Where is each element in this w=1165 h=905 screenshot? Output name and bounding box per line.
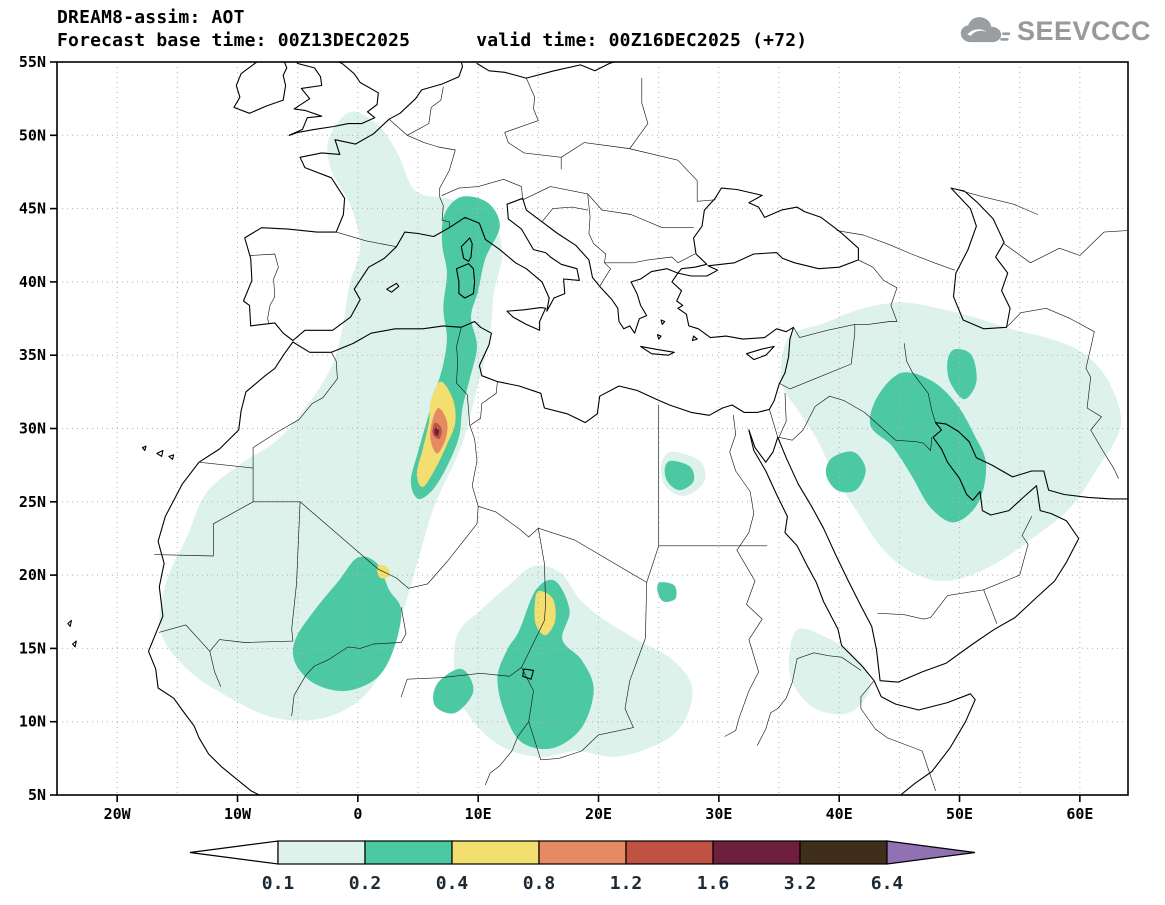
y-tick-label: 45N bbox=[19, 200, 46, 218]
colorbar-level-label: 0.8 bbox=[523, 873, 556, 894]
cloud-icon bbox=[960, 17, 1010, 43]
aot-region-west-iran bbox=[947, 349, 977, 400]
y-tick-label: 50N bbox=[19, 126, 46, 144]
y-tick-label: 20N bbox=[19, 566, 46, 584]
axis-ticks bbox=[50, 61, 1081, 802]
plot-title: DREAM8-assim: AOT bbox=[57, 7, 245, 28]
colorbar: 0.1 0.2 0.4 0.8 1.2 1.6 3.2 6.4 bbox=[189, 840, 976, 894]
x-tick-label: 10E bbox=[465, 805, 492, 823]
colorbar-cell-1 bbox=[364, 840, 453, 865]
aot-region-mali-niger bbox=[292, 556, 402, 692]
aot-region-sw-egypt-spot bbox=[664, 460, 695, 491]
colorbar-cell-4 bbox=[625, 840, 714, 865]
axis-labels: 20W 10W 0 10E 20E 30E 40E 50E 60E 55N 50N 45N 40N 35N… bbox=[19, 53, 1094, 823]
y-tick-label: 40N bbox=[19, 273, 46, 291]
colorbar-cell-2 bbox=[451, 840, 540, 865]
plot-subtitle: Forecast base time: 00Z13DEC2025 valid ti… bbox=[57, 29, 807, 52]
forecast-map: 20W 10W 0 10E 20E 30E 40E 50E 60E 55N 50N 45N 40N 35N… bbox=[19, 53, 1129, 823]
aot-region-w-europe-nw-africa bbox=[159, 111, 503, 721]
colorbar-level-label: 0.2 bbox=[349, 873, 382, 894]
y-tick-label: 35N bbox=[19, 346, 46, 364]
map-layers bbox=[57, 62, 1128, 795]
colorbar-scale bbox=[189, 840, 976, 865]
x-tick-label: 30E bbox=[705, 805, 732, 823]
aot-region-nw-arabia-spot bbox=[825, 451, 866, 493]
x-tick-label: 40E bbox=[826, 805, 853, 823]
colorbar-cell-0 bbox=[277, 840, 366, 865]
aot-region-nigeria-spot bbox=[433, 668, 474, 714]
aot-region-nw-sudan-speck bbox=[657, 582, 677, 602]
colorbar-level-label: 0.4 bbox=[436, 873, 469, 894]
colorbar-labels: 0.1 0.2 0.4 0.8 1.2 1.6 3.2 6.4 bbox=[262, 873, 904, 894]
forecast-base-time-label: Forecast base time: 00Z13DEC2025 bbox=[57, 30, 411, 51]
y-tick-label: 15N bbox=[19, 639, 46, 657]
y-tick-label: 5N bbox=[28, 786, 46, 804]
aot-region-algeria-peak bbox=[434, 427, 440, 436]
aot-shading bbox=[159, 111, 1122, 757]
x-tick-label: 10W bbox=[224, 805, 252, 823]
graticule bbox=[57, 62, 1128, 795]
colorbar-level-label: 1.6 bbox=[697, 873, 730, 894]
colorbar-cell-6 bbox=[799, 840, 888, 865]
colorbar-level-label: 1.2 bbox=[610, 873, 643, 894]
valid-time-label: valid time: 00Z16DEC2025 (+72) bbox=[476, 30, 808, 51]
aot-region-eritrea-red-sea bbox=[788, 628, 871, 715]
y-tick-label: 30N bbox=[19, 420, 46, 438]
aot-region-chad-sudan bbox=[497, 579, 594, 750]
colorbar-cell-3 bbox=[538, 840, 627, 865]
y-tick-label: 25N bbox=[19, 493, 46, 511]
x-tick-label: 50E bbox=[946, 805, 973, 823]
header: DREAM8-assim: AOT Forecast base time: 00… bbox=[57, 6, 807, 52]
x-tick-label: 20E bbox=[585, 805, 612, 823]
x-tick-label: 60E bbox=[1066, 805, 1093, 823]
colorbar-arrow-above bbox=[886, 840, 976, 865]
colorbar-cell-5 bbox=[712, 840, 801, 865]
y-tick-label: 55N bbox=[19, 53, 46, 71]
y-tick-label: 10N bbox=[19, 713, 46, 731]
coastlines bbox=[67, 62, 1128, 795]
colorbar-arrow-below bbox=[189, 840, 279, 865]
logo-text: SEEVCCC bbox=[1016, 15, 1151, 46]
colorbar-level-label: 3.2 bbox=[784, 873, 817, 894]
country-borders bbox=[154, 77, 1128, 791]
x-tick-label: 20W bbox=[104, 805, 132, 823]
aot-region-iraq-gulf bbox=[869, 372, 987, 523]
seevccc-logo: SEEVCCC bbox=[958, 14, 1151, 48]
colorbar-level-label: 0.1 bbox=[262, 873, 295, 894]
colorbar-level-label: 6.4 bbox=[871, 873, 904, 894]
x-tick-label: 0 bbox=[353, 805, 362, 823]
